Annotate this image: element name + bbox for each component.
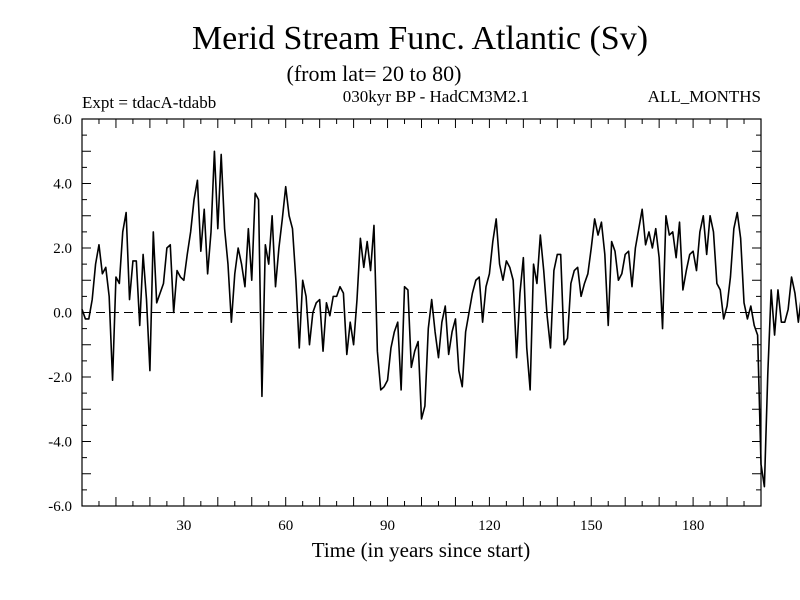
chart-title: Merid Stream Func. Atlantic (Sv)	[192, 20, 648, 57]
model-label: 030kyr BP - HadCM3M2.1	[343, 87, 529, 106]
x-tick-label: 180	[682, 518, 705, 534]
y-tick-label: -2.0	[48, 370, 72, 386]
series-group	[81, 150, 800, 488]
expt-label: Expt = tdacA-tdabb	[82, 93, 216, 112]
series-line	[81, 150, 800, 488]
y-tick-label: -4.0	[48, 435, 72, 451]
x-tick-label: 120	[478, 518, 501, 534]
y-tick-label: 0.0	[53, 306, 72, 322]
chart-subtitle: (from lat= 20 to 80)	[287, 61, 462, 86]
x-tick-label: 150	[580, 518, 603, 534]
y-tick-label: -6.0	[48, 499, 72, 515]
season-label: ALL_MONTHS	[648, 87, 761, 106]
axes: 30 60 90 120 150 180 -6.0 -4.0 -2.0 0.0 2.0 4.0 6.0	[48, 112, 761, 534]
y-tick-label: 4.0	[53, 177, 72, 193]
x-tick-label: 60	[278, 518, 293, 534]
x-tick-label: 30	[176, 518, 191, 534]
y-tick-label: 2.0	[53, 241, 72, 257]
x-axis-label: Time (in years since start)	[312, 538, 531, 562]
x-tick-label: 90	[380, 518, 395, 534]
y-tick-label: 6.0	[53, 112, 72, 128]
